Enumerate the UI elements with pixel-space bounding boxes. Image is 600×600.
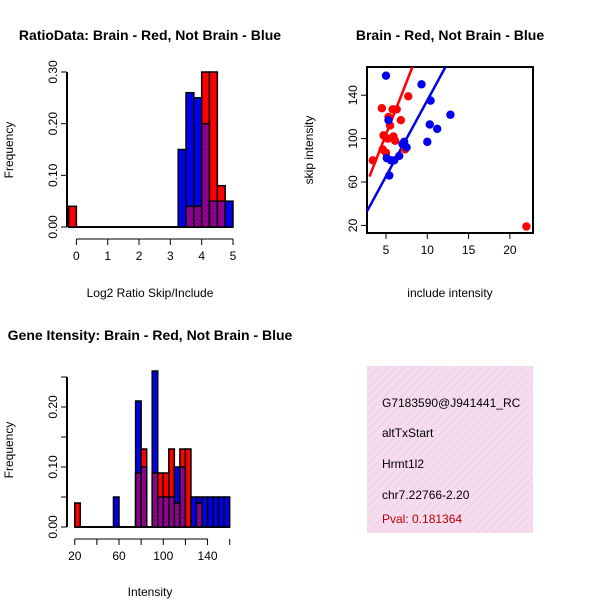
scatter-x-tick-label: 15	[462, 243, 476, 257]
info-gene-name: Hrmt1l2	[382, 457, 424, 471]
intensity-bars	[73, 370, 231, 528]
scatter-y-axis-label: skip intensity	[302, 116, 316, 185]
intensity-chart-title: Gene Itensity: Brain - Red, Not Brain - …	[8, 327, 293, 343]
ratio-bar-overlap	[216, 200, 226, 228]
scatter-point-blue	[417, 80, 426, 89]
scatter-plot-box	[366, 66, 534, 234]
scatter-y-tick-label: 20	[346, 218, 360, 232]
ratio-y-tick-label: 0.00	[46, 215, 60, 239]
ratio-axes: 0 1 2 3 4 5 0.00 0.10 0.20 0.30	[46, 60, 237, 263]
scatter-point-blue	[385, 171, 394, 180]
intensity-bar-not-brain	[217, 496, 225, 528]
ratio-bar-overlap	[193, 205, 203, 228]
scatter-point-red	[377, 104, 387, 113]
ratio-bar-brain	[67, 205, 78, 228]
scatter-point-blue	[423, 137, 432, 147]
scatter-point-red	[390, 136, 400, 145]
ratio-bar-not-brain	[177, 148, 187, 228]
scatter-y-tick-label: 60	[346, 175, 360, 189]
scatter-point-red	[392, 105, 401, 114]
ratio-x-tick-label: 0	[73, 249, 80, 263]
intensity-y-tick-label: 0.10	[46, 455, 60, 479]
intensity-bar-brain	[73, 502, 82, 528]
scatter-axes: 5 10 15 20 20 60 100 140	[346, 85, 517, 257]
ratio-y-tick-label: 0.10	[46, 163, 60, 187]
scatter-x-tick-label: 10	[421, 243, 435, 257]
ratio-chart-title: RatioData: Brain - Red, Not Brain - Blue	[19, 27, 281, 43]
scatter-point-blue	[426, 96, 435, 105]
intensity-bar-not-brain	[201, 496, 209, 528]
ratio-y-axis-label: Frequency	[2, 122, 16, 179]
scatter-point-red	[383, 134, 392, 143]
intensity-y-axis-label: Frequency	[2, 422, 16, 479]
info-probe-id: G7183590@J941441_RC	[382, 396, 521, 410]
intensity-bar-overlap	[162, 496, 170, 528]
scatter-point-red	[368, 156, 377, 165]
scatter-point-blue	[381, 71, 391, 80]
ratio-x-tick-label: 5	[230, 249, 237, 263]
intensity-histogram-panel: Gene Itensity: Brain - Red, Not Brain - …	[2, 327, 293, 599]
ratio-histogram-panel: RatioData: Brain - Red, Not Brain - Blue…	[2, 27, 281, 300]
scatter-point-blue	[395, 151, 404, 161]
ratio-bar-overlap	[208, 200, 219, 228]
scatter-y-tick-label: 100	[346, 128, 360, 148]
scatter-point-blue	[402, 143, 411, 152]
intensity-x-tick-label: 140	[198, 549, 218, 563]
scatter-panel: Brain - Red, Not Brain - Blue 5 10 15 20 20 6…	[302, 27, 544, 300]
intensity-bar-overlap	[156, 496, 165, 528]
info-location: chr7.22766-2.20	[382, 488, 470, 502]
intensity-bar-not-brain	[206, 496, 214, 528]
ratio-x-tick-label: 1	[104, 249, 111, 263]
intensity-x-tick-label: 20	[68, 549, 82, 563]
scatter-y-tick-label: 140	[346, 85, 360, 105]
scatter-x-tick-label: 20	[503, 243, 517, 257]
scatter-x-axis-label: include intensity	[407, 286, 492, 300]
intensity-bar-overlap	[151, 472, 159, 528]
scatter-point-blue	[384, 115, 393, 125]
ratio-y-tick-label: 0.20	[46, 112, 60, 136]
intensity-bar-not-brain	[112, 496, 120, 528]
scatter-point-red	[396, 115, 406, 125]
scatter-chart-title: Brain - Red, Not Brain - Blue	[356, 27, 544, 43]
intensity-bar-not-brain	[223, 496, 231, 528]
scatter-point-blue	[425, 120, 434, 129]
scatter-point-red	[522, 222, 531, 231]
intensity-y-tick-label: 0.00	[46, 515, 60, 539]
ratio-bars	[67, 71, 234, 228]
info-panel: G7183590@J941441_RC altTxStart Hrmt1l2 c…	[367, 366, 533, 533]
intensity-x-tick-label: 100	[153, 549, 173, 563]
info-event-type: altTxStart	[382, 426, 434, 440]
scatter-point-red	[404, 92, 413, 101]
scatter-point-blue	[432, 124, 442, 134]
scatter-points	[368, 71, 531, 231]
info-panel-background	[367, 366, 533, 533]
ratio-bar-overlap	[185, 205, 195, 228]
ratio-bar-overlap	[200, 122, 211, 228]
ratio-x-axis-label: Log2 Ratio Skip/Include	[87, 286, 214, 300]
intensity-bar-overlap	[140, 466, 148, 528]
intensity-bar-overlap	[179, 466, 187, 528]
info-pval: Pval: 0.181364	[382, 512, 462, 526]
scatter-point-blue	[446, 110, 455, 119]
ratio-x-tick-label: 4	[198, 249, 205, 263]
ratio-y-tick-label: 0.30	[46, 60, 60, 84]
intensity-bar-overlap	[134, 472, 142, 528]
intensity-bar-overlap	[173, 502, 181, 528]
intensity-x-axis-label: Intensity	[128, 585, 173, 599]
intensity-bar-brain	[184, 448, 192, 528]
intensity-bar-not-brain	[212, 496, 220, 528]
intensity-x-tick-label: 60	[112, 549, 126, 563]
ratio-x-tick-label: 2	[136, 249, 143, 263]
ratio-bar-not-brain	[224, 200, 234, 228]
scatter-x-tick-label: 5	[383, 243, 390, 257]
intensity-axes: 20 60 100 140 0.00 0.10 0.20	[46, 376, 231, 563]
intensity-y-tick-label: 0.20	[46, 395, 60, 419]
ratio-x-tick-label: 3	[167, 249, 174, 263]
intensity-bar-overlap	[195, 502, 203, 528]
intensity-bar-overlap	[168, 496, 176, 528]
intensity-bar-not-brain	[190, 496, 198, 528]
